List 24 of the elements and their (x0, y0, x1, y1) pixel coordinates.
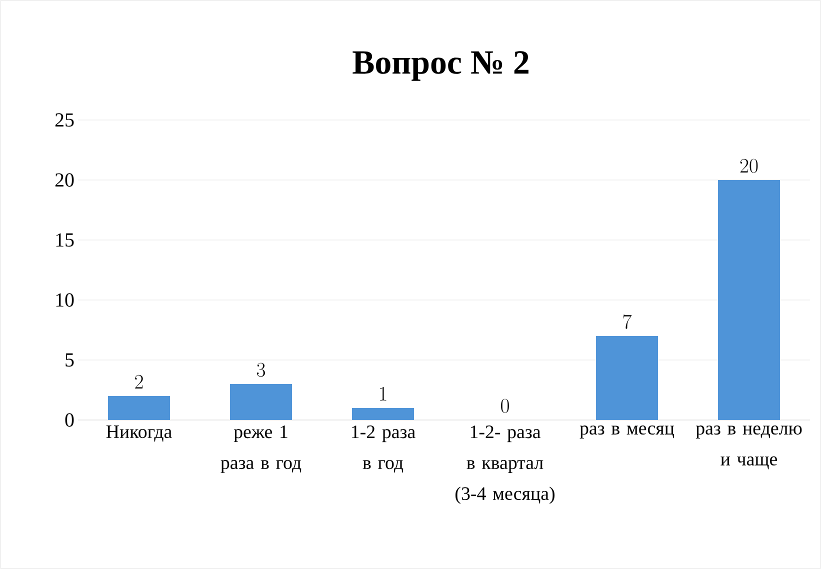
x-tick-label: раз в неделю и чаще (696, 426, 802, 470)
y-tick-label: 5 (66, 353, 74, 367)
bar (596, 336, 658, 420)
data-label: 2 (135, 374, 143, 388)
bar (718, 180, 780, 420)
y-tick-label: 15 (56, 233, 74, 247)
y-tick-label: 10 (56, 293, 74, 307)
bar (108, 396, 170, 420)
x-tick-label: раз в месяц (580, 426, 674, 438)
data-label: 20 (740, 158, 758, 173)
x-tick-label: 1-2- раза в квартал (3-4 месяца) (456, 426, 554, 504)
bar (352, 408, 414, 420)
y-tick-label: 25 (55, 113, 74, 127)
x-tick-label: 1-2 раза в год (352, 426, 416, 473)
data-label: 7 (623, 314, 632, 329)
y-tick-label: 20 (55, 173, 74, 187)
x-tick-label: Никогда (106, 426, 172, 442)
x-tick-label: реже 1 раза в год (220, 426, 302, 473)
y-tick-label: 0 (65, 413, 74, 427)
data-label: 1 (380, 386, 386, 400)
chart-title: Вопрос № 2 (352, 51, 528, 81)
bar (230, 384, 292, 420)
data-label: 0 (501, 398, 509, 413)
data-label: 3 (256, 362, 266, 377)
